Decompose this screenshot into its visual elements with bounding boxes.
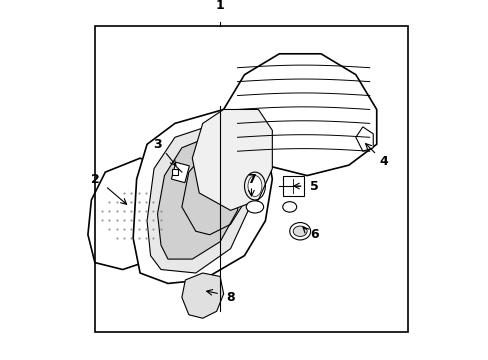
Polygon shape	[157, 134, 244, 259]
Ellipse shape	[247, 176, 262, 197]
Text: 5: 5	[309, 180, 318, 193]
Bar	[95, 26, 407, 332]
Ellipse shape	[282, 202, 296, 212]
Text: 7: 7	[246, 172, 255, 185]
Text: 1: 1	[215, 0, 224, 12]
Text: 3: 3	[153, 138, 162, 151]
Polygon shape	[147, 123, 254, 273]
Ellipse shape	[246, 201, 263, 213]
Ellipse shape	[289, 222, 310, 240]
Polygon shape	[133, 109, 272, 283]
Bar	[171, 162, 189, 183]
Text: 4: 4	[379, 155, 387, 168]
Bar	[282, 176, 303, 197]
Polygon shape	[355, 127, 372, 151]
Text: 6: 6	[309, 228, 318, 241]
Polygon shape	[182, 273, 223, 318]
Polygon shape	[223, 54, 376, 176]
Text: 2: 2	[90, 172, 99, 185]
Ellipse shape	[293, 226, 306, 237]
Polygon shape	[192, 109, 272, 210]
Text: 8: 8	[226, 291, 234, 304]
